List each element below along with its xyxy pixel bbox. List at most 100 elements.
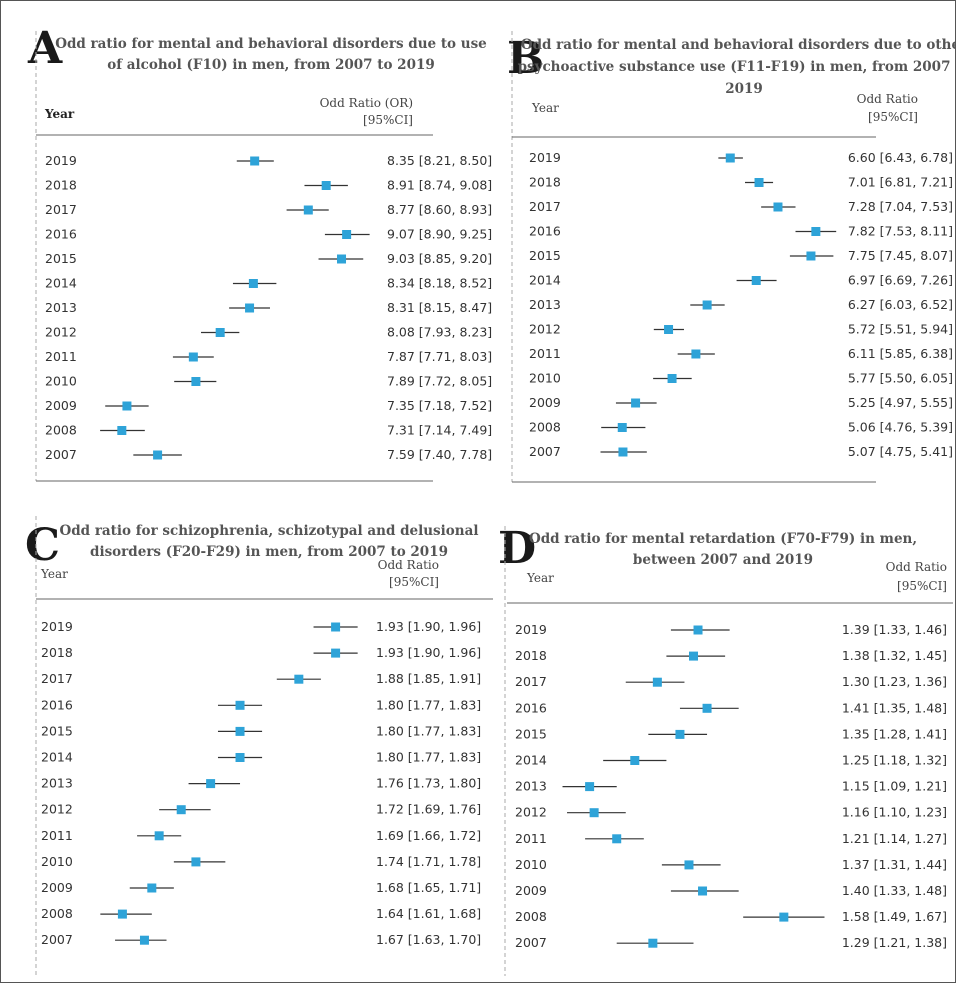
year-label: 2007 — [515, 935, 547, 950]
or-point — [245, 303, 255, 313]
year-header: Year — [531, 101, 559, 115]
or-ci-value: 1.67 [1.63, 1.70] — [376, 932, 481, 947]
panel-letter: C — [25, 520, 60, 571]
or-ci-value: 7.31 [7.14, 7.49] — [387, 423, 492, 438]
year-label: 2008 — [529, 420, 561, 435]
year-header: Year — [526, 571, 554, 585]
or-ci-value: 6.11 [5.85, 6.38] — [848, 346, 953, 361]
year-label: 2007 — [41, 932, 73, 947]
year-label: 2013 — [41, 776, 73, 791]
year-label: 2015 — [41, 723, 73, 738]
or-ci-value: 8.08 [7.93, 8.23] — [387, 325, 492, 340]
or-ci-value: 9.07 [8.90, 9.25] — [387, 227, 492, 242]
or-ci-value: 1.39 [1.33, 1.46] — [842, 622, 947, 637]
or-point — [725, 153, 735, 163]
panel-title: Odd ratio for mental retardation (F70-F7… — [529, 531, 917, 547]
or-point — [612, 834, 622, 844]
year-label: 2018 — [45, 178, 77, 193]
or-point — [754, 178, 764, 187]
or-ci-value: 7.87 [7.71, 8.03] — [387, 349, 492, 364]
odds-ratio-header: Odd Ratio — [857, 92, 918, 106]
year-label: 2009 — [45, 398, 77, 413]
or-point — [773, 202, 783, 212]
panel-title: Odd ratio for mental and behavioral diso… — [521, 37, 955, 53]
or-point — [331, 622, 341, 632]
or-ci-value: 8.31 [8.15, 8.47] — [387, 300, 492, 315]
year-label: 2018 — [41, 645, 73, 660]
or-ci-value: 1.15 [1.09, 1.21] — [842, 779, 947, 794]
or-ci-value: 5.25 [4.97, 5.55] — [848, 395, 953, 410]
or-ci-value: 5.77 [5.50, 6.05] — [848, 371, 953, 386]
panel-letter: D — [498, 523, 536, 574]
or-point — [303, 205, 313, 215]
or-ci-value: 1.80 [1.77, 1.83] — [376, 697, 481, 712]
or-ci-value: 7.82 [7.53, 8.11] — [848, 224, 953, 239]
year-label: 2015 — [515, 726, 547, 741]
or-point — [691, 349, 701, 359]
year-label: 2016 — [515, 700, 547, 715]
or-point — [188, 352, 198, 362]
panel-title: disorders (F20-F29) in men, from 2007 to… — [90, 544, 448, 560]
or-ci-value: 8.91 [8.74, 9.08] — [387, 178, 492, 193]
odds-ratio-header: [95%CI] — [389, 575, 439, 589]
or-ci-value: 1.41 [1.35, 1.48] — [842, 700, 947, 715]
or-ci-value: 1.25 [1.18, 1.32] — [842, 753, 947, 768]
year-label: 2017 — [45, 202, 77, 217]
or-ci-value: 5.07 [4.75, 5.41] — [848, 444, 953, 459]
odds-ratio-header: Odd Ratio (OR) — [320, 96, 413, 110]
year-label: 2019 — [45, 153, 77, 168]
year-label: 2011 — [41, 828, 73, 843]
or-point — [652, 677, 662, 687]
or-point — [215, 328, 225, 337]
year-label: 2019 — [515, 622, 547, 637]
or-point — [122, 401, 132, 411]
panel-title: between 2007 and 2019 — [633, 552, 813, 568]
year-label: 2013 — [529, 297, 561, 312]
year-label: 2019 — [529, 150, 561, 165]
year-label: 2012 — [41, 802, 73, 817]
year-label: 2010 — [45, 374, 77, 389]
year-label: 2012 — [515, 805, 547, 820]
or-ci-value: 6.60 [6.43, 6.78] — [848, 150, 953, 165]
year-label: 2011 — [515, 831, 547, 846]
or-point — [235, 700, 245, 710]
or-ci-value: 1.80 [1.77, 1.83] — [376, 750, 481, 765]
or-ci-value: 7.75 [7.45, 8.07] — [848, 248, 953, 263]
or-ci-value: 1.30 [1.23, 1.36] — [842, 674, 947, 689]
or-point — [235, 726, 245, 736]
or-ci-value: 7.89 [7.72, 8.05] — [387, 374, 492, 389]
year-label: 2015 — [45, 251, 77, 266]
or-ci-value: 8.34 [8.18, 8.52] — [387, 276, 492, 291]
or-point — [191, 857, 201, 867]
or-point — [617, 423, 627, 432]
or-ci-value: 1.58 [1.49, 1.67] — [842, 909, 947, 924]
or-point — [675, 729, 685, 739]
or-point — [206, 779, 216, 789]
or-point — [631, 398, 641, 408]
year-label: 2010 — [529, 371, 561, 386]
or-point — [153, 450, 163, 460]
panel-title: Odd ratio for mental and behavioral diso… — [55, 36, 487, 52]
or-ci-value: 1.72 [1.69, 1.76] — [376, 802, 481, 817]
or-point — [147, 883, 157, 893]
or-ci-value: 8.35 [8.21, 8.50] — [387, 153, 492, 168]
or-point — [585, 782, 595, 792]
or-point — [176, 805, 186, 815]
or-point — [689, 651, 698, 661]
or-point — [811, 227, 821, 236]
odds-ratio-header: [95%CI] — [897, 579, 947, 593]
year-label: 2008 — [41, 906, 73, 921]
year-label: 2010 — [515, 857, 547, 872]
or-point — [342, 230, 352, 239]
year-label: 2009 — [41, 880, 73, 895]
year-label: 2013 — [45, 300, 77, 315]
or-point — [806, 251, 816, 261]
or-point — [139, 935, 149, 945]
or-ci-value: 1.93 [1.90, 1.96] — [376, 645, 481, 660]
or-ci-value: 1.76 [1.73, 1.80] — [376, 776, 481, 791]
year-label: 2013 — [515, 779, 547, 794]
odds-ratio-header: Odd Ratio — [378, 558, 439, 572]
year-label: 2011 — [529, 346, 561, 361]
year-label: 2016 — [529, 224, 561, 239]
